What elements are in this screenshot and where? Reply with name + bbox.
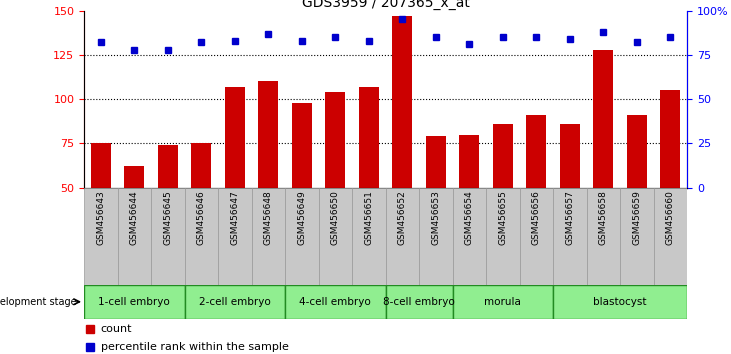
Bar bbox=[91, 143, 111, 276]
Text: 8-cell embryo: 8-cell embryo bbox=[383, 297, 455, 307]
Text: percentile rank within the sample: percentile rank within the sample bbox=[101, 342, 289, 352]
Bar bbox=[184, 188, 218, 285]
Bar bbox=[493, 124, 513, 276]
Bar bbox=[285, 188, 319, 285]
Bar bbox=[459, 135, 480, 276]
Text: morula: morula bbox=[485, 297, 521, 307]
Bar bbox=[419, 188, 452, 285]
Bar bbox=[184, 285, 285, 319]
Text: GSM456647: GSM456647 bbox=[230, 190, 239, 245]
Bar bbox=[560, 124, 580, 276]
Bar bbox=[654, 188, 687, 285]
Text: GSM456654: GSM456654 bbox=[465, 190, 474, 245]
Bar bbox=[520, 188, 553, 285]
Text: GSM456652: GSM456652 bbox=[398, 190, 407, 245]
Bar bbox=[359, 87, 379, 276]
Text: development stage: development stage bbox=[0, 297, 77, 307]
Text: count: count bbox=[101, 324, 132, 334]
Bar bbox=[258, 81, 279, 276]
Text: GSM456658: GSM456658 bbox=[599, 190, 608, 245]
Bar bbox=[292, 103, 312, 276]
Text: GSM456655: GSM456655 bbox=[499, 190, 507, 245]
Text: GSM456653: GSM456653 bbox=[431, 190, 440, 245]
Bar bbox=[452, 285, 553, 319]
Bar bbox=[386, 188, 419, 285]
Bar bbox=[425, 136, 446, 276]
Bar bbox=[452, 188, 486, 285]
Bar bbox=[84, 285, 184, 319]
Text: GSM456649: GSM456649 bbox=[298, 190, 306, 245]
Bar bbox=[84, 188, 118, 285]
Text: GSM456644: GSM456644 bbox=[130, 190, 139, 245]
Text: blastocyst: blastocyst bbox=[594, 297, 647, 307]
Bar bbox=[251, 188, 285, 285]
Bar bbox=[285, 285, 386, 319]
Text: 2-cell embryo: 2-cell embryo bbox=[199, 297, 270, 307]
Bar bbox=[225, 87, 245, 276]
Bar bbox=[620, 188, 654, 285]
Text: GSM456646: GSM456646 bbox=[197, 190, 206, 245]
Bar bbox=[352, 188, 386, 285]
Bar bbox=[587, 188, 620, 285]
Bar bbox=[526, 115, 547, 276]
Bar bbox=[124, 166, 145, 276]
Bar bbox=[325, 92, 345, 276]
Text: GSM456643: GSM456643 bbox=[96, 190, 105, 245]
Text: GSM456657: GSM456657 bbox=[565, 190, 575, 245]
Text: GSM456659: GSM456659 bbox=[632, 190, 641, 245]
Bar bbox=[553, 188, 587, 285]
Text: GSM456650: GSM456650 bbox=[331, 190, 340, 245]
Title: GDS3959 / 207365_x_at: GDS3959 / 207365_x_at bbox=[302, 0, 469, 10]
Text: GSM456660: GSM456660 bbox=[666, 190, 675, 245]
Bar bbox=[393, 16, 412, 276]
Bar bbox=[192, 143, 211, 276]
Bar bbox=[319, 188, 352, 285]
Text: GSM456645: GSM456645 bbox=[163, 190, 173, 245]
Text: GSM456648: GSM456648 bbox=[264, 190, 273, 245]
Bar bbox=[151, 188, 184, 285]
Text: GSM456651: GSM456651 bbox=[364, 190, 374, 245]
Bar bbox=[386, 285, 452, 319]
Bar bbox=[118, 188, 151, 285]
Bar bbox=[594, 50, 613, 276]
Bar bbox=[627, 115, 647, 276]
Bar bbox=[553, 285, 687, 319]
Text: GSM456656: GSM456656 bbox=[532, 190, 541, 245]
Bar bbox=[218, 188, 251, 285]
Bar bbox=[486, 188, 520, 285]
Bar bbox=[158, 145, 178, 276]
Text: 4-cell embryo: 4-cell embryo bbox=[300, 297, 371, 307]
Text: 1-cell embryo: 1-cell embryo bbox=[99, 297, 170, 307]
Bar bbox=[660, 90, 681, 276]
